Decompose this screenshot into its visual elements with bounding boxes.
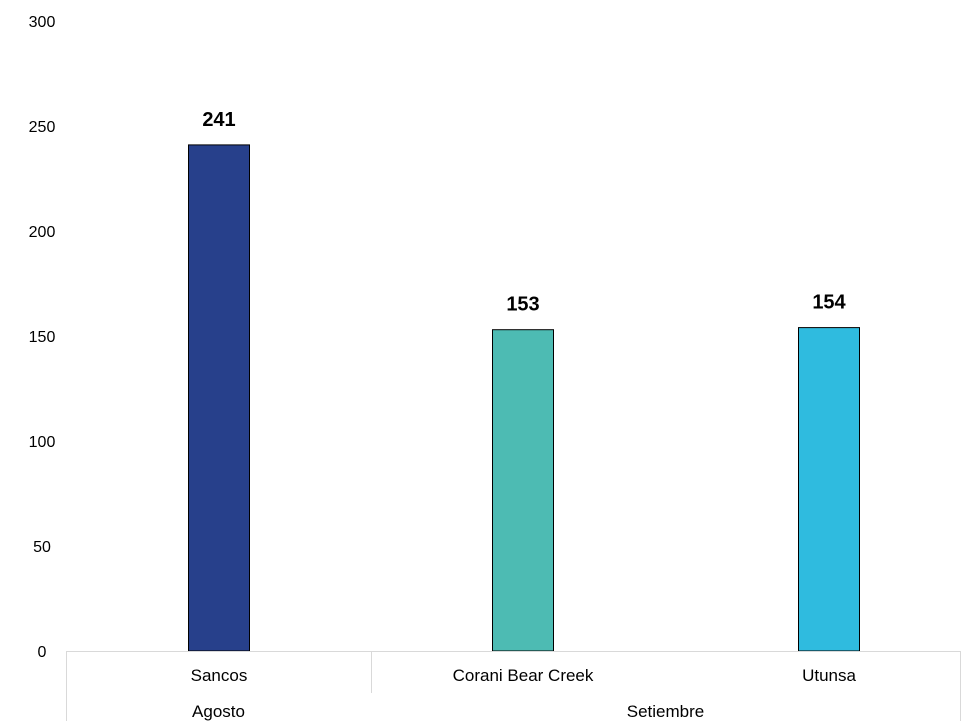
y-tick-label: 150 bbox=[29, 329, 56, 346]
y-tick-label: 50 bbox=[33, 539, 51, 556]
x-tick-label: Corani Bear Creek bbox=[453, 666, 594, 685]
y-tick-label: 250 bbox=[29, 119, 56, 136]
bars bbox=[188, 144, 860, 652]
bar bbox=[188, 144, 250, 652]
y-tick-label: 300 bbox=[29, 14, 56, 31]
y-tick-label: 100 bbox=[29, 434, 56, 451]
data-label: 154 bbox=[812, 292, 846, 314]
data-label: 153 bbox=[506, 294, 539, 316]
x-group-label: Agosto bbox=[192, 702, 245, 721]
x-axis: Sancos Corani Bear Creek Utunsa Agosto Setie… bbox=[66, 651, 961, 721]
x-group-label: Setiembre bbox=[627, 702, 704, 721]
data-label: 241 bbox=[202, 109, 235, 131]
y-tick-label: 0 bbox=[38, 644, 47, 661]
bar bbox=[492, 329, 554, 652]
bar bbox=[798, 327, 860, 652]
y-tick-label: 200 bbox=[29, 224, 56, 241]
data-labels: 241 153 154 bbox=[202, 109, 846, 316]
x-tick-label: Utunsa bbox=[802, 666, 856, 685]
y-axis-ticks: 0 50 100 150 200 250 300 bbox=[29, 14, 56, 661]
x-tick-label: Sancos bbox=[191, 666, 248, 685]
